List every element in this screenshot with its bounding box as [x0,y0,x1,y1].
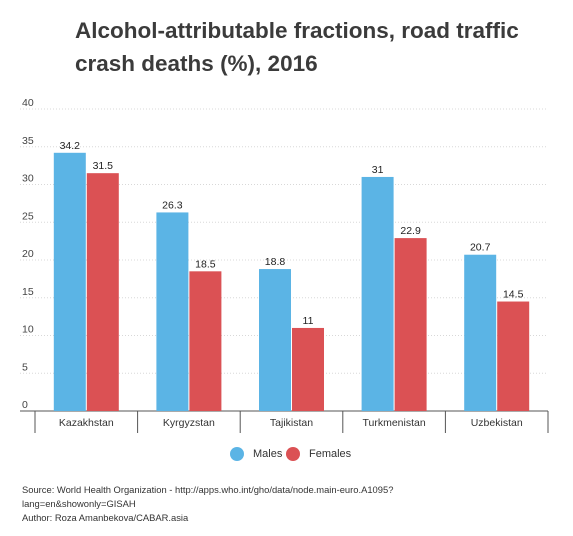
bar-females-kazakhstan [86,173,119,411]
y-tick-label: 15 [22,286,34,298]
bar-females-turkmenistan [394,238,427,411]
bar-males-turkmenistan [361,176,394,411]
data-label-females-kazakhstan: 31.5 [93,160,114,172]
author-line: Author: Roza Amanbekova/CABAR.asia [22,512,189,523]
bar-males-uzbekistan [464,254,497,411]
bar-males-tajikistan [259,269,291,411]
data-label-females-uzbekistan: 14.5 [503,289,524,301]
y-tick-label: 30 [22,173,34,185]
y-tick-label: 35 [22,135,34,147]
x-tick-label-turkmenistan: Turkmenistan [362,417,425,429]
legend-item-males[interactable]: Males [230,447,282,461]
legend-label-males: Males [253,448,283,460]
y-tick-label: 5 [22,361,28,373]
bar-females-kyrgyzstan [189,271,222,411]
y-tick-label: 25 [22,210,34,222]
x-tick-label-tajikistan: Tajikistan [270,417,313,429]
x-tick-label-kyrgyzstan: Kyrgyzstan [163,417,215,429]
legend-item-females[interactable]: Females [286,447,351,461]
y-tick-label: 40 [22,97,34,109]
bar-chart: 0 5 10 15 20 25 30 35 40 34.2 31.5 Kazakhstan 26.3 18… [20,97,549,433]
data-label-males-kazakhstan: 34.2 [60,140,81,152]
data-label-males-kyrgyzstan: 26.3 [162,199,183,211]
source-line-2: lang=en&showonly=GISAH [22,498,136,509]
y-tick-label: 10 [22,324,34,336]
data-label-females-turkmenistan: 22.9 [400,225,421,237]
legend-label-females: Females [309,448,352,460]
y-tick-label: 20 [22,248,34,260]
data-label-females-tajikistan: 11 [303,315,314,327]
data-label-males-uzbekistan: 20.7 [470,242,491,254]
source-note: Source: World Health Organization - http… [22,483,562,525]
x-tick-label-uzbekistan: Uzbekistan [471,417,523,429]
data-label-females-kyrgyzstan: 18.5 [195,258,216,270]
source-line-1: Source: World Health Organization - http… [22,484,394,495]
chart-legend: Males Females [0,447,573,467]
chart-title: Alcohol-attributable fractions, road tra… [75,18,519,76]
data-label-males-turkmenistan: 31 [372,164,384,176]
legend-swatch-females [286,447,300,461]
bar-females-tajikistan [292,327,324,411]
bar-males-kyrgyzstan [156,212,189,411]
x-tick-label-kazakhstan: Kazakhstan [59,417,114,429]
y-tick-label: 0 [22,399,28,411]
legend-swatch-males [230,447,244,461]
bar-females-uzbekistan [497,301,530,411]
data-label-males-tajikistan: 18.8 [265,256,286,268]
bar-males-kazakhstan [53,152,86,412]
